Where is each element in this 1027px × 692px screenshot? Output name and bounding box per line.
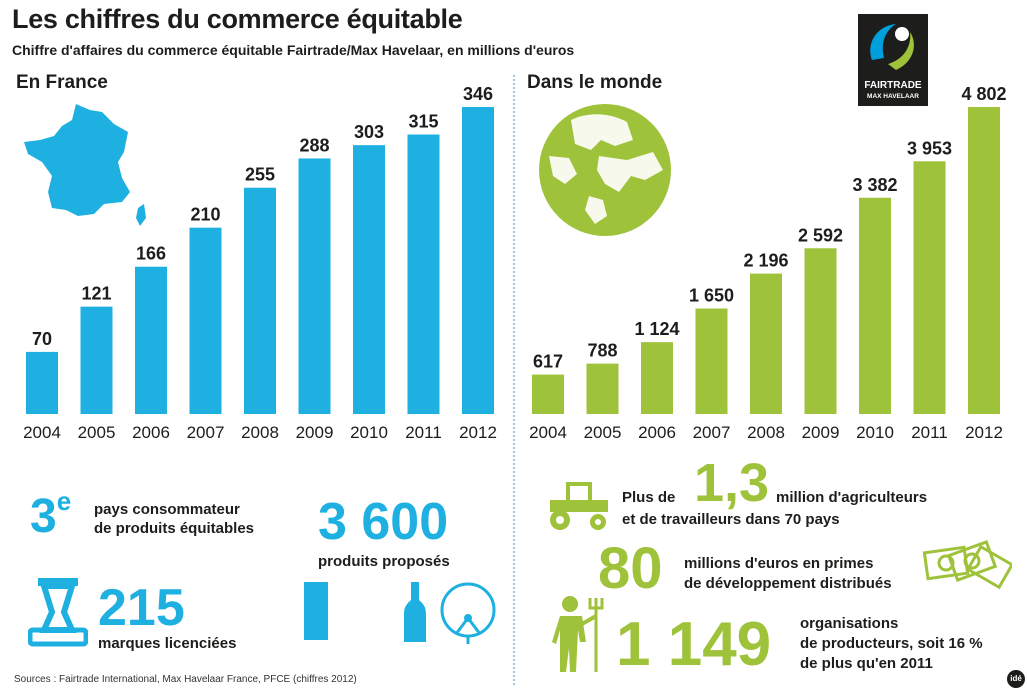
premium-text-1: millions d'euros en primes <box>684 555 874 572</box>
world-bar-value-label: 3 953 <box>907 138 952 158</box>
world-bar-value-label: 1 650 <box>689 286 734 306</box>
france-bar-value-label: 315 <box>408 112 438 132</box>
world-bar-value-label: 617 <box>533 352 563 372</box>
france-bar-2011 <box>407 134 440 414</box>
rank-text: pays consommateur de produits équitables <box>94 500 254 538</box>
world-bar-2008 <box>750 273 782 414</box>
france-x-tick-label: 2010 <box>350 423 388 442</box>
france-panel-title: En France <box>16 72 108 93</box>
rank-superscript: e <box>56 486 72 516</box>
world-bar-value-label: 3 382 <box>852 175 897 195</box>
france-x-tick-label: 2011 <box>405 423 442 442</box>
tractor-icon <box>550 482 608 530</box>
france-bar-2008 <box>244 187 276 414</box>
world-bar-2011 <box>913 161 946 414</box>
world-bar-2009 <box>804 248 837 414</box>
logo-text: FAIRTRADE <box>864 80 922 91</box>
france-bar-value-label: 166 <box>136 244 166 264</box>
france-bar-2004 <box>26 351 58 414</box>
sources-note: Sources : Fairtrade International, Max H… <box>14 674 357 685</box>
world-x-tick-label: 2012 <box>965 423 1003 442</box>
france-map-icon <box>24 104 146 226</box>
world-bar-value-label: 1 124 <box>634 319 679 339</box>
farmer-icon <box>552 596 604 672</box>
france-x-tick-label: 2006 <box>132 423 170 442</box>
world-bar-value-label: 2 592 <box>798 225 843 245</box>
world-x-tick-label: 2005 <box>584 423 622 442</box>
world-x-tick-label: 2009 <box>802 423 840 442</box>
globe-icon <box>539 104 671 236</box>
stamp-icon <box>28 578 88 647</box>
france-x-tick-label: 2007 <box>187 423 225 442</box>
france-bar-value-label: 288 <box>299 135 329 155</box>
world-x-tick-label: 2011 <box>911 423 948 442</box>
world-bar-2004 <box>532 374 564 414</box>
france-bar-value-label: 70 <box>32 329 52 349</box>
rank-text-line-1: pays consommateur <box>94 501 240 518</box>
fairtrade-logo-icon: FAIRTRADE MAX HAVELAAR <box>858 14 928 106</box>
farmers-text-1: million d'agriculteurs <box>776 489 928 506</box>
france-x-tick-label: 2008 <box>241 423 279 442</box>
world-x-tick-label: 2007 <box>693 423 731 442</box>
rank-value: 3e <box>30 488 71 541</box>
premium-text-2: de développement distribués <box>684 575 892 592</box>
products-value: 3 600 <box>318 493 449 551</box>
france-bar-2006 <box>135 266 167 414</box>
world-bar-value-label: 2 196 <box>743 251 788 271</box>
brands-value: 215 <box>98 579 185 637</box>
france-bar-2007 <box>189 227 222 414</box>
products-text: produits proposés <box>318 553 450 570</box>
bottle-icon <box>404 582 426 642</box>
orgs-text-3: de plus qu'en 2011 <box>800 655 933 672</box>
orgs-text-2: de producteurs, soit 16 % <box>800 635 983 652</box>
france-bar-value-label: 303 <box>354 122 384 142</box>
farmers-prefix: Plus de <box>622 489 676 506</box>
world-bar-2005 <box>586 363 619 414</box>
world-x-tick-label: 2004 <box>529 423 567 442</box>
france-bar-value-label: 121 <box>81 284 111 304</box>
france-bar-2010 <box>353 145 385 414</box>
page-title: Les chiffres du commerce équitable <box>12 4 463 34</box>
milk-carton-icon <box>304 582 328 640</box>
world-bar-2010 <box>859 197 891 414</box>
logo-subtext: MAX HAVELAAR <box>867 93 919 100</box>
france-bar-2009 <box>298 158 331 414</box>
france-bar-value-label: 210 <box>190 205 220 225</box>
world-panel-title: Dans le monde <box>527 72 663 93</box>
world-x-tick-label: 2008 <box>747 423 785 442</box>
france-x-tick-label: 2005 <box>78 423 116 442</box>
france-bar-value-label: 255 <box>245 165 275 185</box>
world-bar-value-label: 788 <box>587 341 617 361</box>
premium-value: 80 <box>598 536 663 601</box>
france-bar-2005 <box>80 306 113 414</box>
page-subtitle: Chiffre d'affaires du commerce équitable… <box>12 42 575 58</box>
orgs-text-1: organisations <box>800 615 899 632</box>
farmers-value: 1,3 <box>694 453 770 513</box>
france-x-tick-label: 2004 <box>23 423 61 442</box>
world-x-tick-label: 2010 <box>856 423 894 442</box>
brands-text: marques licenciées <box>98 635 237 652</box>
panel-divider <box>513 75 515 685</box>
cotton-icon <box>440 582 496 644</box>
france-x-tick-label: 2009 <box>296 423 334 442</box>
world-x-tick-label: 2006 <box>638 423 676 442</box>
france-bar-2012 <box>462 107 494 414</box>
farmers-text-2: et de travailleurs dans 70 pays <box>622 511 840 528</box>
france-bar-value-label: 346 <box>463 84 493 104</box>
orgs-value: 1 149 <box>616 610 772 679</box>
world-bar-2007 <box>695 308 728 414</box>
banknotes-icon <box>922 540 1012 590</box>
world-bar-2006 <box>641 342 673 414</box>
rank-text-line-2: de produits équitables <box>94 520 255 537</box>
rank-number: 3 <box>30 490 57 543</box>
world-bar-value-label: 4 802 <box>961 84 1006 104</box>
world-bar-2012 <box>968 107 1000 414</box>
france-x-tick-label: 2012 <box>459 423 497 442</box>
credit-badge: idé <box>1007 670 1025 688</box>
